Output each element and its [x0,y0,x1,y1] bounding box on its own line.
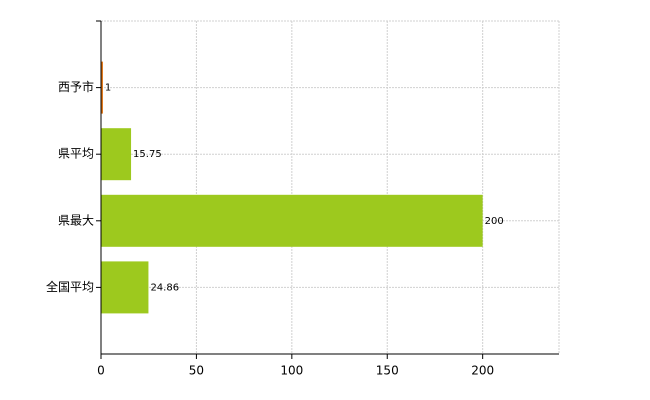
x-tick-label: 50 [189,364,204,378]
bar [101,61,103,114]
y-tick-label: 西予市 [58,79,94,94]
bar [101,194,483,247]
y-tick-label: 県平均 [58,147,94,161]
y-tick-label: 全国平均 [46,279,94,294]
bar [101,128,132,181]
x-tick-label: 200 [471,364,494,378]
value-label: 200 [485,216,504,227]
value-label: 24.86 [150,282,179,293]
y-tick-label: 県最大 [58,213,94,227]
x-tick-label: 0 [97,364,105,378]
x-tick-label: 150 [376,364,399,378]
x-tick-label: 100 [280,364,303,378]
value-label: 1 [105,83,111,94]
value-label: 15.75 [133,149,162,160]
bar [101,261,149,314]
